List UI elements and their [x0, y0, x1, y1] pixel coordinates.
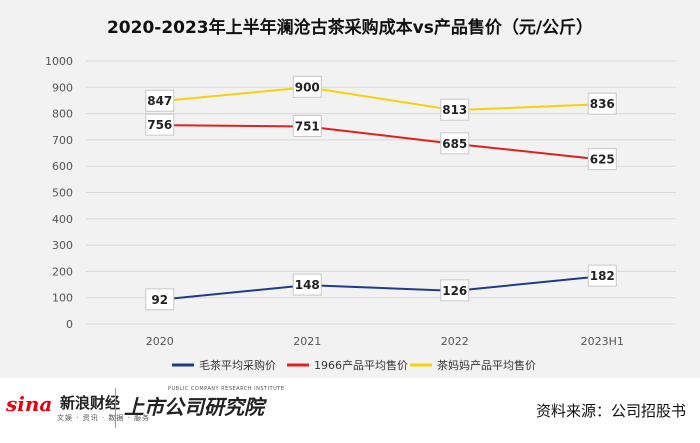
- x-tick-label: 2021: [293, 335, 321, 348]
- legend-label: 1966产品平均售价: [314, 358, 408, 372]
- data-label: 126: [442, 284, 467, 298]
- data-label-box: [292, 75, 322, 98]
- data-label-box: [292, 273, 322, 296]
- legend: 毛茶平均采购价 1966产品平均售价 茶妈妈产品平均售价: [172, 358, 536, 372]
- data-label: 900: [295, 80, 320, 94]
- data-label-box: [440, 279, 470, 302]
- y-tick-label: 600: [52, 160, 73, 173]
- x-axis-ticks: 2020 2021 2022 2023H1: [146, 335, 624, 348]
- series-line: [159, 124, 603, 161]
- y-tick-label: 400: [52, 213, 73, 226]
- x-tick-label: 2022: [441, 335, 469, 348]
- data-label: 148: [295, 278, 320, 292]
- x-tick-label: 2023H1: [581, 335, 624, 348]
- data-labels: 92 148 126 182 756 751 685 625 847 900 813 836: [145, 75, 617, 311]
- logo-divider: [115, 388, 116, 428]
- y-tick-label: 1000: [45, 55, 73, 68]
- y-tick-label: 900: [52, 81, 73, 94]
- data-label: 182: [590, 269, 615, 283]
- y-tick-label: 700: [52, 134, 73, 147]
- legend-label: 茶妈妈产品平均售价: [437, 358, 536, 372]
- sina-finance-name: 新浪财经: [60, 394, 121, 412]
- footer: sina 新浪财经 文娱 · 资讯 · 数据 · 服务 上市公司研究院 PUBL…: [0, 378, 700, 443]
- y-axis-ticks: 0 100 200 300 400 500 600 700 800 900 1000: [45, 55, 73, 331]
- legend-label: 毛茶平均采购价: [199, 358, 276, 372]
- data-label: 847: [147, 94, 172, 108]
- data-label: 836: [590, 97, 615, 111]
- data-label-box: [145, 288, 175, 311]
- source-note: 资料来源：公司招股书: [535, 402, 686, 420]
- data-label-box: [587, 148, 617, 171]
- data-label-box: [145, 89, 175, 112]
- y-tick-label: 500: [52, 187, 73, 200]
- y-tick-label: 200: [52, 265, 73, 278]
- y-tick-label: 300: [52, 239, 73, 252]
- series-lines: [159, 86, 603, 301]
- data-label: 813: [442, 103, 467, 117]
- series-line: [159, 86, 603, 112]
- data-label-box: [292, 114, 322, 137]
- sina-subtitle: 文娱 · 资讯 · 数据 · 服务: [57, 414, 151, 422]
- data-label-box: [587, 92, 617, 115]
- y-tick-label: 0: [66, 318, 73, 331]
- x-tick-label: 2020: [146, 335, 174, 348]
- data-label-box: [440, 98, 470, 121]
- y-tick-label: 800: [52, 108, 73, 121]
- institute-logo: 上市公司研究院: [124, 395, 264, 419]
- data-label-box: [145, 113, 175, 136]
- chart-area: 2020-2023年上半年澜沧古茶采购成本vs产品售价（元/公斤） 0 100 20…: [45, 17, 676, 372]
- data-label: 756: [147, 118, 172, 132]
- y-tick-label: 100: [52, 292, 73, 305]
- data-label: 625: [590, 153, 615, 167]
- data-label-box: [440, 132, 470, 155]
- institute-english-name: PUBLIC COMPANY RESEARCH INSTITUTE: [168, 386, 285, 392]
- data-label: 92: [151, 293, 168, 307]
- series-line: [159, 275, 603, 301]
- data-label: 685: [442, 137, 467, 151]
- chart-title: 2020-2023年上半年澜沧古茶采购成本vs产品售价（元/公斤）: [107, 17, 593, 38]
- sina-logo: sina: [6, 392, 53, 416]
- data-label: 751: [295, 119, 320, 133]
- data-label-box: [587, 264, 617, 287]
